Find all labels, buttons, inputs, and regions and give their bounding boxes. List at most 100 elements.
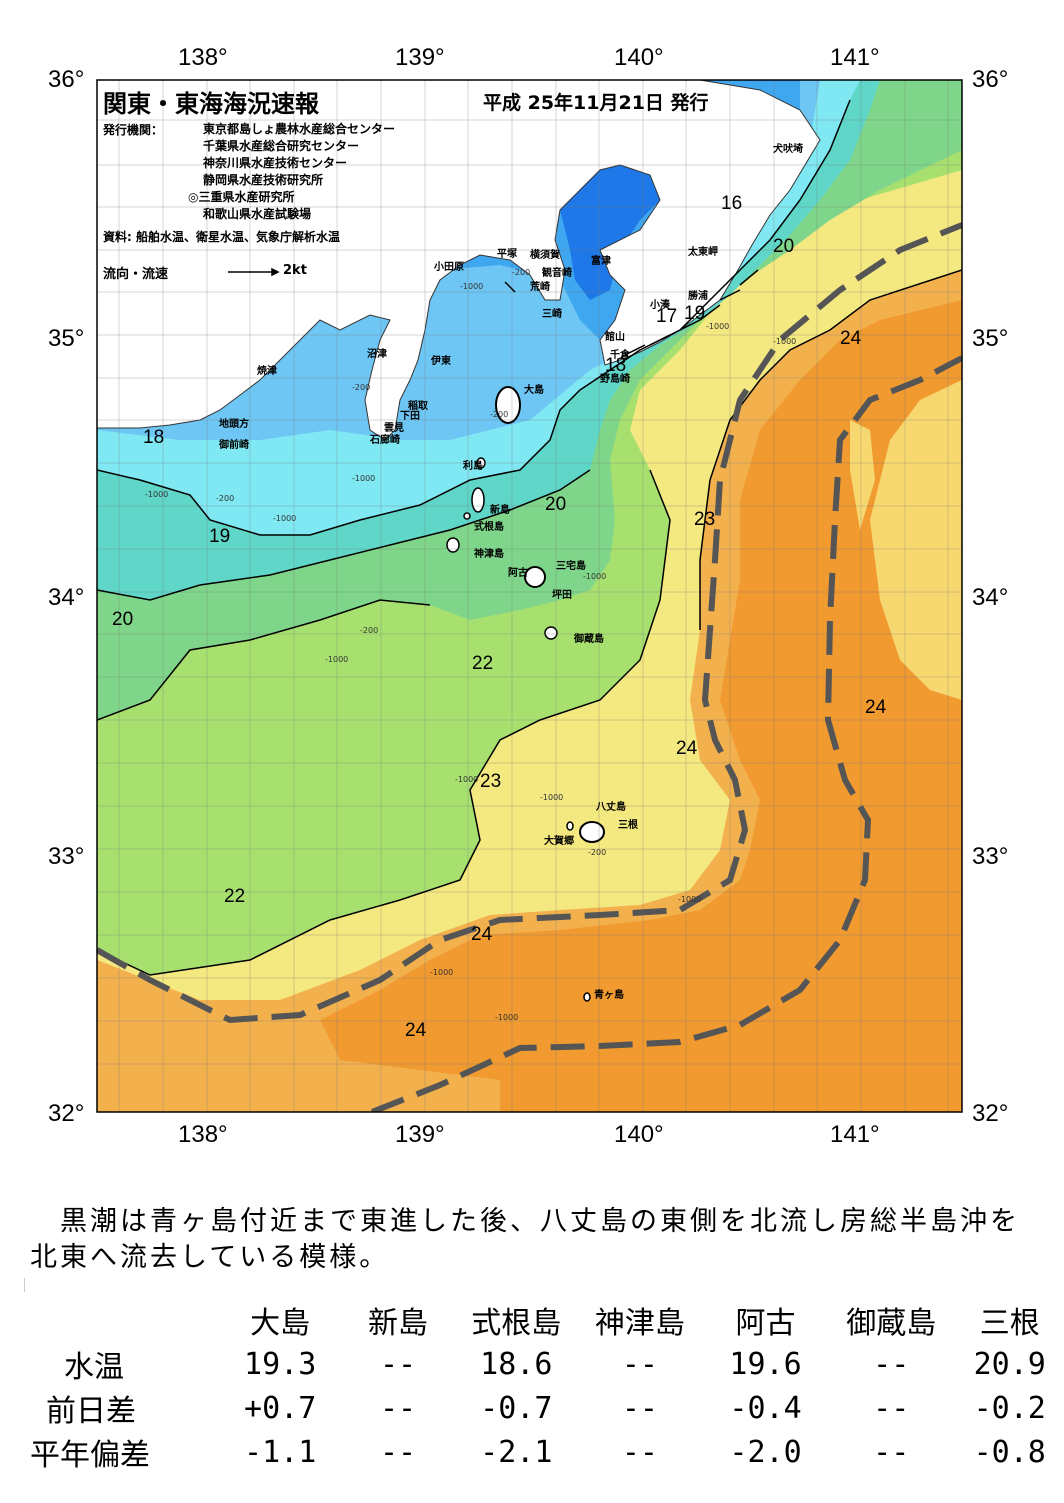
place-tsubota: 坪田	[552, 590, 572, 601]
map-graphic	[96, 79, 963, 1113]
isotherm-label-20-w: 20	[112, 609, 134, 630]
isotherm-label-24-sw: 24	[405, 1020, 427, 1041]
lat-label-right-35: 35°	[972, 325, 1009, 352]
depth-label: -1000	[540, 793, 564, 802]
table-cell: --	[621, 1434, 658, 1470]
place-mitsune: 三根	[618, 820, 638, 831]
issue-date: 平成 25年11月21日 発行	[483, 92, 709, 114]
island-oshima	[495, 386, 521, 424]
flow-legend-arrow	[228, 267, 280, 277]
issuer-6: 和歌山県水産試験場	[203, 207, 312, 221]
table-cell: 18.6	[480, 1346, 553, 1382]
depth-label: -1000	[455, 775, 479, 784]
place-miyakejima: 三宅島	[556, 561, 586, 572]
depth-label: -1000	[325, 655, 349, 664]
column-mitsune: 三根	[979, 1306, 1040, 1341]
place-ako: 阿古	[508, 568, 528, 579]
temp-zone-24b	[870, 380, 962, 700]
table-cell: 19.3	[244, 1346, 317, 1382]
depth-label: -200	[588, 848, 607, 857]
place-hiratsuka: 平塚	[497, 249, 517, 260]
lat-label-right-36: 36°	[972, 66, 1009, 93]
depth-label: -1000	[430, 968, 454, 977]
data-sources: 資料: 船舶水温、衛星水温、気象庁解析水温	[103, 230, 340, 244]
table-cell: -1.1	[244, 1434, 317, 1470]
column-mikurajima: 御蔵島	[846, 1306, 937, 1341]
issuer-3: 神奈川県水産技術センター	[203, 156, 348, 170]
table-row: 前日差 +0.7 -- -0.7 -- -0.4 -- -0.2	[20, 1386, 1064, 1430]
table-row: 水温 19.3 -- 18.6 -- 19.6 -- 20.9	[20, 1342, 1064, 1386]
isotherm-label-23-e: 23	[694, 509, 716, 530]
isotherm-label-24-e: 24	[865, 697, 887, 718]
lon-label-bottom-138: 138°	[178, 1121, 228, 1148]
place-yaizu: 焼津	[257, 366, 277, 377]
place-irozaki: 石廊崎	[370, 435, 400, 446]
place-nojimazaki: 野島崎	[600, 374, 630, 385]
place-inatori: 稲取	[408, 401, 428, 412]
isotherm-lines	[97, 99, 962, 976]
island-hachijojima	[579, 821, 605, 843]
issuer-label: 発行機関：	[103, 123, 164, 137]
place-misaki: 三崎	[542, 309, 562, 320]
place-okago: 大賀郷	[544, 836, 574, 847]
depth-label: -1000	[495, 1013, 519, 1022]
depth-label: -1000	[352, 474, 376, 483]
isotherm-label-24-s: 24	[471, 924, 493, 945]
map-frame	[96, 79, 963, 1113]
island-hachijo-small	[566, 821, 574, 831]
lat-label-right-34: 34°	[972, 584, 1009, 611]
table-cell: 20.9	[973, 1346, 1046, 1382]
island-shikinejima	[463, 512, 471, 520]
table-cell: 19.6	[729, 1346, 802, 1382]
isotherm-label-18-ne: 18	[605, 355, 627, 376]
table-cell: -0.4	[729, 1390, 802, 1426]
island-miyakejima	[524, 566, 546, 588]
table-cell: --	[379, 1390, 417, 1426]
place-mikurajima: 御蔵島	[574, 634, 604, 645]
place-jitogata: 地頭方	[219, 419, 249, 430]
column-kozushima: 神津島	[594, 1306, 685, 1341]
isotherm-label-16: 16	[721, 193, 743, 214]
table-cell: -0.7	[480, 1390, 553, 1426]
row-label-water-temp: 水温	[64, 1350, 124, 1385]
place-shikinejima: 式根島	[474, 522, 504, 533]
place-ito: 伊東	[431, 356, 451, 367]
place-tateyama: 館山	[605, 332, 625, 343]
isotherm-label-17: 17	[656, 306, 678, 327]
depth-label: -200	[512, 268, 531, 277]
place-kannonzaki: 観音崎	[542, 268, 572, 279]
row-label-anomaly: 平年偏差	[30, 1438, 150, 1473]
margin-tick	[24, 1278, 25, 1292]
isotherm-label-20-ne: 20	[773, 236, 795, 257]
column-shikinejima: 式根島	[471, 1306, 562, 1341]
isotherm-label-19-ne: 19	[684, 303, 706, 324]
isotherm-label-20-c: 20	[545, 494, 567, 515]
place-taitomisaki: 太東岬	[688, 247, 718, 258]
isotherm-label-22-c: 22	[472, 653, 494, 674]
sea-temperature-map: 138° 139° 140° 141° 138° 139° 140° 141° …	[48, 44, 1009, 1148]
island-niijima	[471, 487, 485, 513]
depth-label: -1000	[706, 322, 730, 331]
column-niijima: 新島	[368, 1306, 429, 1341]
table-cell: --	[379, 1434, 417, 1470]
lon-label-top-138: 138°	[178, 44, 228, 71]
place-aogashima: 青ヶ島	[594, 990, 624, 1001]
depth-label: -200	[360, 626, 379, 635]
depth-label: -200	[490, 410, 509, 419]
place-chikura: 千倉	[610, 350, 630, 361]
table-cell: --	[621, 1390, 658, 1426]
place-kozushima: 神津島	[474, 549, 504, 560]
table-cell: --	[873, 1390, 910, 1426]
place-odawara: 小田原	[434, 262, 464, 273]
lat-label-right-32: 32°	[972, 1100, 1009, 1127]
map-title: 関東・東海海況速報	[103, 90, 319, 118]
flow-legend-label: 流向・流速	[103, 267, 169, 282]
row-label-daily-diff: 前日差	[46, 1394, 136, 1429]
lon-label-top-141: 141°	[830, 44, 880, 71]
depth-label: -1000	[145, 490, 169, 499]
lon-label-top-140: 140°	[614, 44, 664, 71]
lon-label-top-139: 139°	[395, 44, 445, 71]
lon-label-bottom-140: 140°	[614, 1121, 664, 1148]
place-inubosaki: 犬吠埼	[773, 144, 803, 155]
depth-label: -200	[352, 383, 371, 392]
